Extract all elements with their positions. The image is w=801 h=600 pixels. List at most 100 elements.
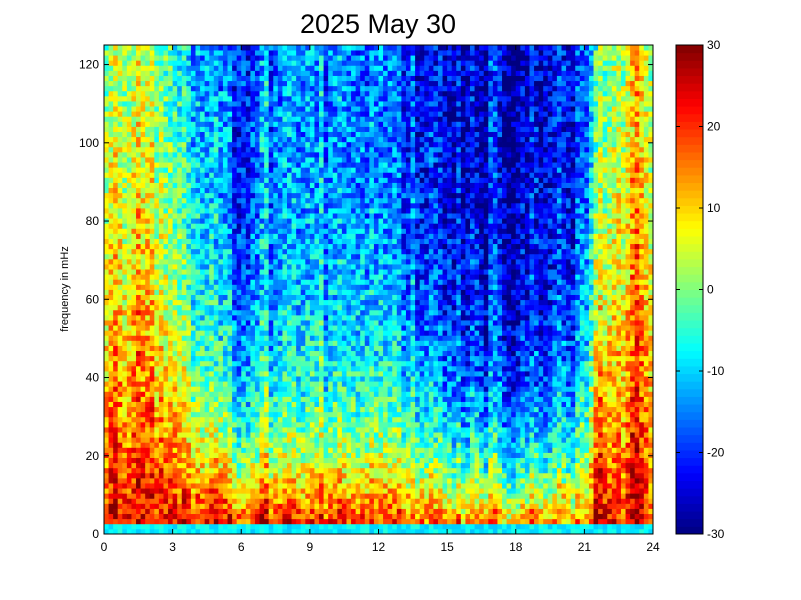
- heatmap-cell: [163, 335, 169, 341]
- heatmap-cell: [309, 258, 315, 265]
- heatmap-cell: [232, 381, 238, 387]
- heatmap-cell: [232, 406, 238, 413]
- heatmap-cell: [305, 45, 311, 51]
- heatmap-cell: [314, 345, 320, 352]
- heatmap-cell: [190, 218, 196, 224]
- heatmap-cell: [264, 136, 270, 143]
- heatmap-cell: [332, 172, 338, 178]
- heatmap-cell: [204, 462, 210, 469]
- heatmap-cell: [131, 187, 137, 194]
- heatmap-cell: [163, 187, 169, 194]
- heatmap-cell: [108, 111, 114, 117]
- heatmap-cell: [122, 111, 128, 117]
- heatmap-cell: [186, 498, 192, 504]
- heatmap-cell: [195, 116, 201, 122]
- heatmap-cell: [213, 151, 219, 158]
- heatmap-cell: [190, 437, 196, 443]
- heatmap-cell: [172, 421, 178, 428]
- heatmap-cell: [222, 208, 228, 214]
- heatmap-cell: [158, 228, 164, 234]
- heatmap-cell: [186, 360, 192, 367]
- heatmap-cell: [158, 355, 164, 362]
- heatmap-cell: [232, 218, 238, 224]
- heatmap-cell: [149, 350, 155, 357]
- heatmap-cell: [250, 258, 256, 265]
- heatmap-cell: [319, 294, 324, 301]
- heatmap-cell: [236, 151, 242, 158]
- heatmap-cell: [323, 442, 329, 448]
- heatmap-cell: [163, 437, 169, 443]
- heatmap-cell: [145, 299, 151, 306]
- heatmap-cell: [227, 177, 233, 183]
- heatmap-cell: [195, 50, 201, 56]
- heatmap-cell: [337, 80, 343, 87]
- heatmap-cell: [222, 330, 228, 336]
- heatmap-cell: [108, 508, 114, 515]
- heatmap-cell: [254, 284, 260, 290]
- heatmap-cell: [259, 192, 265, 199]
- heatmap-cell: [332, 106, 338, 112]
- heatmap-cell: [172, 45, 178, 51]
- heatmap-cell: [195, 483, 201, 489]
- heatmap-cell: [218, 345, 224, 352]
- heatmap-cell: [117, 416, 123, 423]
- heatmap-cell: [190, 50, 196, 56]
- heatmap-cell: [328, 416, 334, 423]
- heatmap-cell: [172, 335, 178, 341]
- heatmap-cell: [122, 233, 128, 239]
- heatmap-cell: [136, 406, 142, 413]
- heatmap-cell: [287, 187, 292, 194]
- heatmap-cell: [131, 381, 137, 387]
- heatmap-cell: [305, 391, 311, 397]
- heatmap-cell: [268, 416, 274, 423]
- heatmap-cell: [145, 376, 151, 382]
- heatmap-cell: [236, 85, 242, 92]
- heatmap-cell: [145, 325, 151, 331]
- heatmap-cell: [232, 508, 238, 515]
- heatmap-cell: [104, 340, 109, 346]
- heatmap-cell: [172, 457, 178, 464]
- heatmap-cell: [254, 136, 260, 143]
- heatmap-cell: [273, 483, 279, 489]
- heatmap-cell: [268, 172, 274, 178]
- heatmap-cell: [181, 508, 187, 515]
- heatmap-cell: [300, 279, 306, 285]
- heatmap-cell: [172, 381, 178, 387]
- heatmap-cell: [140, 432, 146, 438]
- heatmap-cell: [136, 508, 142, 515]
- heatmap-cell: [273, 95, 279, 102]
- heatmap-cell: [190, 528, 196, 535]
- heatmap-cell: [177, 472, 183, 479]
- heatmap-cell: [277, 365, 283, 372]
- heatmap-cell: [259, 294, 265, 301]
- heatmap-cell: [277, 340, 283, 346]
- heatmap-cell: [337, 187, 343, 194]
- heatmap-cell: [277, 162, 283, 168]
- heatmap-cell: [323, 294, 329, 301]
- heatmap-cell: [200, 55, 206, 61]
- heatmap-cell: [291, 314, 297, 321]
- heatmap-cell: [305, 360, 311, 367]
- heatmap-cell: [337, 279, 343, 285]
- heatmap-cell: [218, 518, 224, 525]
- heatmap-cell: [168, 208, 174, 214]
- heatmap-cell: [291, 60, 297, 66]
- heatmap-cell: [273, 411, 279, 418]
- heatmap-cell: [163, 111, 169, 117]
- heatmap-cell: [236, 335, 242, 341]
- heatmap-cell: [204, 360, 210, 367]
- heatmap-cell: [314, 172, 320, 178]
- heatmap-cell: [328, 350, 334, 357]
- heatmap-cell: [319, 432, 324, 438]
- heatmap-cell: [332, 213, 338, 219]
- heatmap-cell: [268, 350, 274, 357]
- heatmap-cell: [268, 157, 274, 163]
- heatmap-cell: [126, 126, 132, 132]
- heatmap-cell: [117, 167, 123, 173]
- heatmap-cell: [213, 106, 219, 112]
- heatmap-cell: [241, 437, 247, 443]
- heatmap-cell: [222, 355, 228, 362]
- heatmap-cell: [300, 253, 306, 260]
- heatmap-cell: [172, 167, 178, 173]
- heatmap-cell: [149, 299, 155, 306]
